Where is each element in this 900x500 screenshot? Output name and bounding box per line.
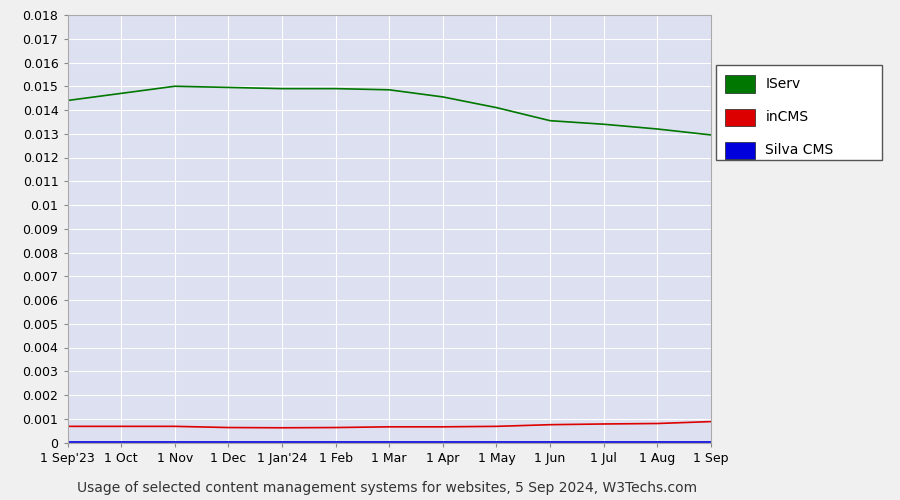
Text: inCMS: inCMS xyxy=(765,110,808,124)
Text: Usage of selected content management systems for websites, 5 Sep 2024, W3Techs.c: Usage of selected content management sys… xyxy=(76,481,698,495)
Bar xyxy=(725,108,755,126)
Text: Silva CMS: Silva CMS xyxy=(765,144,833,158)
Bar xyxy=(725,142,755,159)
Text: IServ: IServ xyxy=(765,77,801,91)
FancyBboxPatch shape xyxy=(716,65,882,160)
Bar xyxy=(725,76,755,92)
